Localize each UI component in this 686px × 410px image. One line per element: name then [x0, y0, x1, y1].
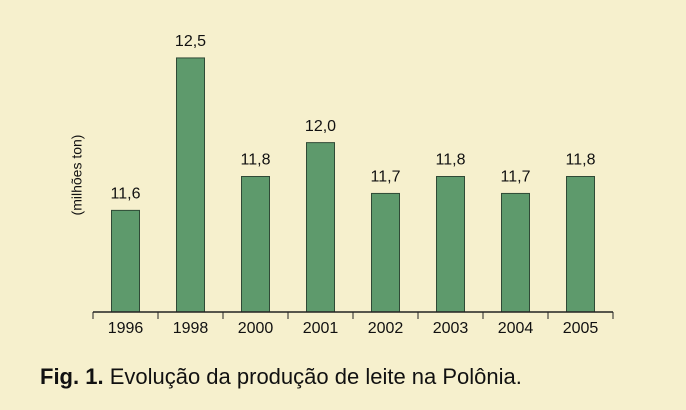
- value-label: 11,7: [501, 169, 531, 186]
- bar: [111, 209, 140, 313]
- x-tick-label: 1998: [173, 320, 209, 337]
- value-label: 11,7: [371, 169, 401, 186]
- x-tick-label: 1996: [108, 320, 144, 337]
- bar: [436, 176, 465, 313]
- value-label: 12,0: [305, 118, 336, 135]
- x-tick-label: 2002: [368, 320, 404, 337]
- bar: [566, 176, 595, 313]
- value-label: 11,6: [111, 186, 141, 203]
- bar: [501, 192, 530, 313]
- bar: [241, 176, 270, 313]
- bar: [306, 142, 335, 313]
- value-label: 11,8: [436, 152, 466, 169]
- value-label: 12,5: [175, 33, 206, 50]
- bar: [371, 192, 400, 313]
- x-tick-label: 2003: [433, 320, 469, 337]
- y-axis-label: (milhões ton): [69, 135, 85, 216]
- value-label: 11,8: [566, 152, 596, 169]
- bar: [176, 57, 205, 313]
- caption-label: Fig. 1.: [40, 364, 104, 389]
- caption-text: Evolução da produção de leite na Polônia…: [110, 364, 522, 389]
- value-label: 11,8: [241, 152, 271, 169]
- x-tick-label: 2000: [238, 320, 274, 337]
- caption: Fig. 1. Evolução da produção de leite na…: [40, 364, 522, 389]
- x-tick-label: 2001: [303, 320, 339, 337]
- x-tick-label: 2004: [498, 320, 534, 337]
- x-tick-label: 2005: [563, 320, 599, 337]
